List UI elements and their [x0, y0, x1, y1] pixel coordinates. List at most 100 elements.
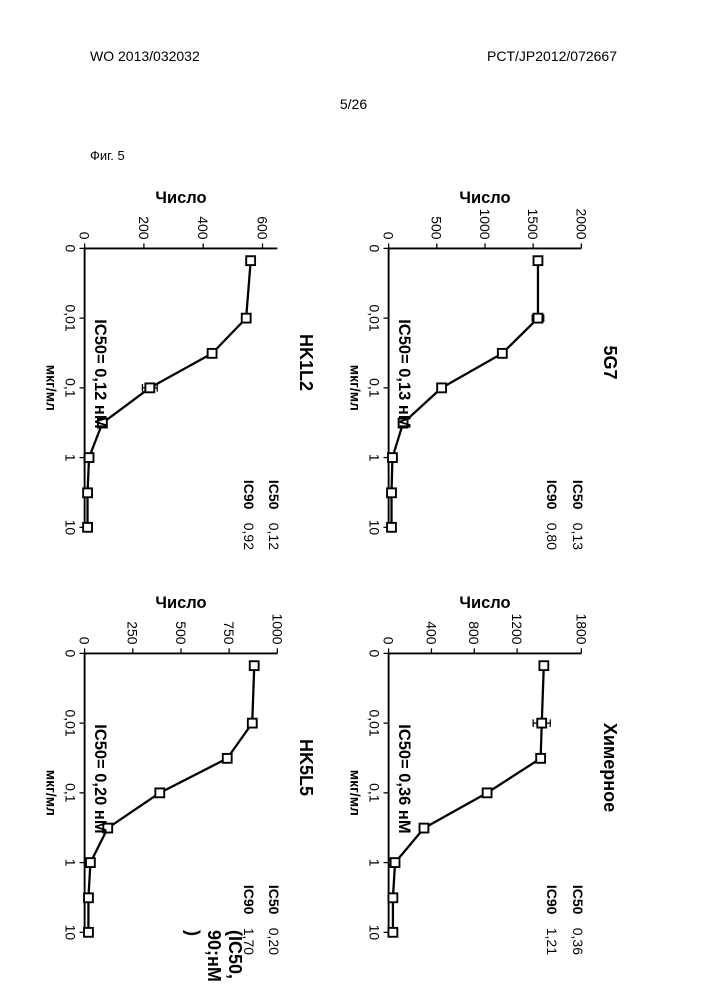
xtick-label: 10: [63, 520, 79, 536]
xtick-label: 1: [367, 454, 383, 462]
ytick-label: 400: [196, 216, 212, 240]
chart-panel-chimeric: Химерное IC50 0,36 IC90 1,21 04008001200…: [336, 590, 620, 945]
ytick-label: 1500: [525, 209, 541, 240]
doc-id-left: WO 2013/032032: [90, 48, 200, 64]
x-axis-label: мкг/мл: [44, 770, 60, 816]
data-point: [247, 256, 256, 265]
ytick-label: 1000: [270, 614, 286, 645]
data-point: [208, 349, 217, 358]
data-point: [483, 788, 492, 797]
ytick-label: 750: [222, 621, 238, 645]
xtick-label: 0: [367, 650, 383, 658]
ic50-label: IC50: [266, 480, 282, 510]
ytick-label: 0: [381, 637, 397, 645]
data-point: [388, 893, 397, 902]
figure-caption: (IC50, 90;нМ ): [182, 930, 245, 982]
xtick-label: 1: [63, 454, 79, 462]
data-point: [156, 788, 165, 797]
data-point: [387, 523, 396, 532]
xtick-label: 0,01: [63, 305, 79, 332]
y-axis-label: Число: [459, 594, 510, 612]
figure-label: Фиг. 5: [90, 148, 125, 163]
xtick-label: 0,1: [367, 378, 383, 398]
doc-id-right: PCT/JP2012/072667: [487, 48, 617, 64]
chart-panel-HK5L5: HK5L5 IC50 0,20 IC90 1,70 02505007501000…: [33, 590, 317, 945]
xtick-label: 0,01: [63, 710, 79, 737]
ytick-label: 0: [77, 232, 93, 240]
ytick-label: 2000: [573, 209, 589, 240]
data-point: [498, 349, 507, 358]
ic-table: IC50 0,36 IC90 1,21: [539, 885, 590, 955]
page-number: 5/26: [0, 96, 707, 112]
x-axis-label: мкг/мл: [44, 365, 60, 411]
y-axis-label: Число: [156, 594, 207, 612]
data-point: [437, 383, 446, 392]
chart-panel-5G7: 5G7 IC50 0,13 IC90 0,80 0500100015002000…: [336, 185, 620, 540]
ytick-label: 1800: [573, 614, 589, 645]
curve: [88, 261, 251, 528]
ic50-label: IC50: [570, 480, 586, 510]
ytick-label: 600: [255, 216, 271, 240]
ytick-label: 0: [77, 637, 93, 645]
curve: [89, 666, 255, 933]
xtick-label: 10: [367, 925, 383, 941]
ic-table: IC50 0,12 IC90 0,92: [235, 480, 286, 550]
data-point: [539, 661, 548, 670]
ic50-annotation: IC50= 0,36 нМ: [395, 724, 413, 833]
ic50-annotation: IC50= 0,12 нМ: [91, 319, 109, 428]
y-axis-label: Число: [459, 189, 510, 207]
data-point: [242, 314, 251, 323]
xtick-label: 10: [367, 520, 383, 536]
xtick-label: 0: [367, 245, 383, 253]
data-point: [84, 523, 93, 532]
ic50-value: 0,20: [266, 928, 282, 955]
figure-container: 5G7 IC50 0,13 IC90 0,80 0500100015002000…: [0, 300, 707, 830]
ytick-label: 400: [423, 621, 439, 645]
data-point: [391, 858, 400, 867]
y-axis-label: Число: [156, 189, 207, 207]
ic90-value: 0,80: [544, 523, 560, 550]
panel-title: HK1L2: [295, 185, 316, 540]
ic50-annotation: IC50= 0,13 нМ: [395, 319, 413, 428]
x-axis-label: мкг/мл: [348, 770, 364, 816]
chart-panel-HK1L2: HK1L2 IC50 0,12 IC90 0,92 0200400600 00,…: [33, 185, 317, 540]
data-point: [84, 488, 93, 497]
xtick-label: 0: [63, 650, 79, 658]
data-point: [534, 256, 543, 265]
curve: [392, 261, 538, 528]
ic50-label: IC50: [266, 885, 282, 915]
data-point: [536, 754, 545, 763]
ic90-label: IC90: [544, 480, 560, 510]
x-axis-label: мкг/мл: [348, 365, 364, 411]
panel-title: HK5L5: [295, 590, 316, 945]
ic90-label: IC90: [544, 885, 560, 915]
ic90-label: IC90: [241, 885, 257, 915]
ic50-annotation: IC50= 0,20 нМ: [91, 724, 109, 833]
ytick-label: 0: [381, 232, 397, 240]
data-point: [84, 928, 93, 937]
xtick-label: 0,1: [367, 783, 383, 803]
data-point: [420, 824, 429, 833]
data-point: [537, 719, 546, 728]
xtick-label: 0,1: [63, 378, 79, 398]
ic90-value: 1,21: [544, 928, 560, 955]
ic-table: IC50 0,13 IC90 0,80: [539, 480, 590, 550]
ic50-value: 0,13: [570, 523, 586, 550]
xtick-label: 1: [367, 859, 383, 867]
xtick-label: 10: [63, 925, 79, 941]
xtick-label: 0,01: [367, 710, 383, 737]
ic50-label: IC50: [570, 885, 586, 915]
ytick-label: 200: [136, 216, 152, 240]
panel-title: 5G7: [599, 185, 620, 540]
ytick-label: 250: [125, 621, 141, 645]
xtick-label: 0: [63, 245, 79, 253]
ytick-label: 800: [466, 621, 482, 645]
data-point: [387, 488, 396, 497]
ic90-value: 0,92: [241, 523, 257, 550]
data-point: [146, 383, 155, 392]
data-point: [84, 893, 93, 902]
xtick-label: 0,01: [367, 305, 383, 332]
ic90-label: IC90: [241, 480, 257, 510]
data-point: [388, 928, 397, 937]
data-point: [248, 719, 257, 728]
